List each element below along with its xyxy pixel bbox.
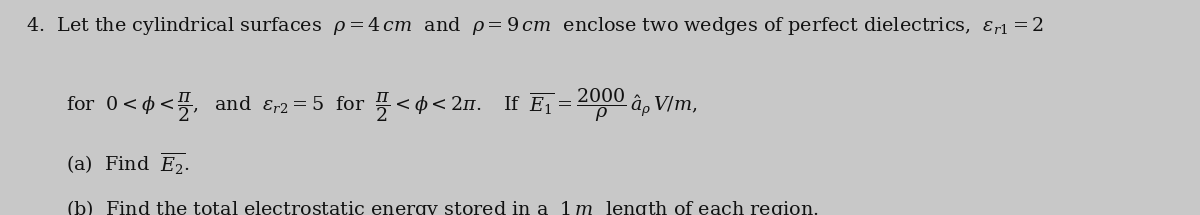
Text: for  $0 < \phi < \dfrac{\pi}{2},$  and  $\epsilon_{r2} = 5$  for  $\dfrac{\pi}{2: for $0 < \phi < \dfrac{\pi}{2},$ and $\e… [66,86,697,124]
Text: (a)  Find  $\overline{E_2}.$: (a) Find $\overline{E_2}.$ [66,150,190,177]
Text: (b)  Find the total electrostatic energy stored in a  $1\,m$  length of each reg: (b) Find the total electrostatic energy … [66,198,818,215]
Text: 4.  Let the cylindrical surfaces  $\rho = 4\,cm$  and  $\rho = 9\,cm$  enclose t: 4. Let the cylindrical surfaces $\rho = … [26,15,1044,37]
